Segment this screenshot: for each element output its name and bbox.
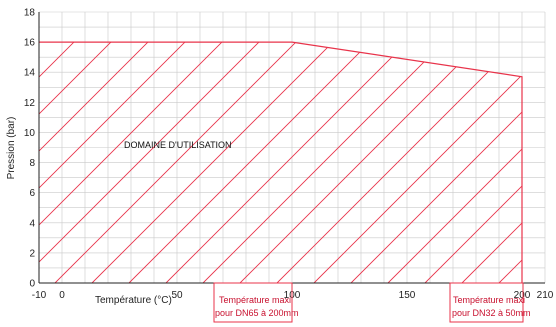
y-tick-label: 0 (29, 279, 35, 290)
x-tick-label: 210 (537, 290, 554, 301)
hatch-line (39, 42, 193, 283)
x-tick-label: 200 (514, 290, 531, 301)
y-axis-label: Pression (bar) (6, 117, 17, 180)
hatch-line (39, 42, 304, 283)
annotation-dn65-box (213, 282, 293, 323)
x-tick-label: 0 (59, 290, 65, 301)
y-tick-label: 12 (24, 98, 36, 109)
x-tick-label: 150 (399, 290, 416, 301)
region-label: DOMAINE D'UTILISATION (124, 140, 232, 150)
hatch-line (54, 42, 341, 283)
y-tick-label: 8 (29, 158, 35, 169)
hatch-line (39, 42, 230, 283)
annotation-dn65-line2: pour DN65 à 200mm (215, 308, 299, 318)
y-tick-label: 2 (29, 248, 35, 259)
hatch-line (39, 42, 267, 283)
annotation-dn65-line1: Température maxi (219, 295, 291, 305)
usage-domain-boundary (39, 41, 523, 283)
annotation-dn65: Température maxi pour DN65 à 200mm (213, 282, 299, 323)
hatch-line (39, 42, 156, 283)
grid (38, 11, 546, 284)
y-tick-label: 4 (29, 218, 35, 229)
annotation-dn32: Température maxi pour DN32 à 50mm (449, 282, 531, 323)
y-tick-label: 6 (29, 188, 35, 199)
annotation-dn32-box (449, 282, 524, 323)
annotation-dn32-line2: pour DN32 à 50mm (452, 308, 531, 318)
y-tick-label: 18 (24, 8, 36, 19)
hatch-line (387, 42, 522, 283)
x-tick-label: -10 (32, 290, 47, 301)
hatch-line (276, 42, 522, 283)
y-tick-label: 14 (24, 68, 36, 79)
x-tick-label: 50 (171, 290, 183, 301)
hatch-line (313, 42, 522, 283)
hatch-line (498, 42, 522, 283)
annotation-dn32-line1: Température maxi (453, 295, 525, 305)
y-tick-label: 10 (24, 128, 36, 139)
hatch-line (39, 42, 119, 283)
y-tick-label: 16 (24, 38, 36, 49)
hatch-line (350, 42, 522, 283)
x-axis-label: Température (°C) (95, 295, 172, 306)
hatch-line (461, 42, 522, 283)
hatch-line (424, 42, 522, 283)
